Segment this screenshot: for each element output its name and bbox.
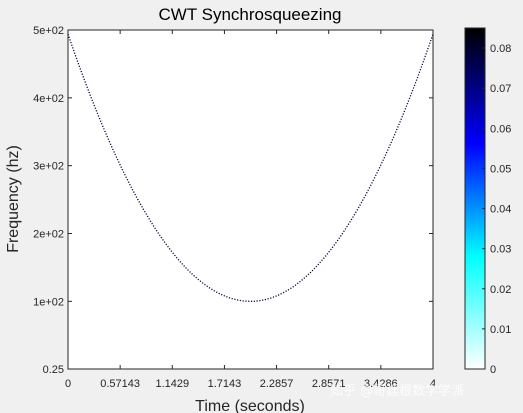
x-tick-label: 3.4286 <box>364 378 398 390</box>
colorbar-tick-label: 0.02 <box>490 284 511 296</box>
y-axis: 0.25 1e+02 2e+02 3e+02 4e+02 5e+02 <box>33 25 433 376</box>
x-tick-label: 0 <box>65 378 71 390</box>
x-tick-label: 1.7143 <box>208 378 242 390</box>
plot-area <box>67 29 434 370</box>
watermark-text: 知乎 @哥廷根数学学派 <box>330 383 464 399</box>
x-axis-label: Time (seconds) <box>195 398 305 413</box>
y-tick-label: 1e+02 <box>33 296 64 308</box>
x-tick-label: 2.8571 <box>312 378 346 390</box>
x-tick-label: 1.1429 <box>155 378 189 390</box>
x-tick-label: 4 <box>430 378 436 390</box>
ridge-curve <box>67 33 434 302</box>
colorbar <box>464 27 486 370</box>
colorbar-tick-label: 0.08 <box>490 43 511 55</box>
colorbar-tick-label: 0 <box>490 364 496 376</box>
y-axis-label: Frequency (hz) <box>5 145 22 253</box>
x-tick-label: 2.2857 <box>260 378 294 390</box>
colorbar-tick-label: 0.06 <box>490 123 511 135</box>
x-axis: 0 0.57143 1.1429 1.7143 2.2857 2.8571 3.4286 4 <box>65 30 436 390</box>
y-tick-label: 5e+02 <box>33 25 64 37</box>
y-tick-label: 3e+02 <box>33 161 64 173</box>
colorbar-tick-label: 0.01 <box>490 324 511 336</box>
ridge-line <box>67 33 434 302</box>
chart-title: CWT Synchrosqueezing <box>159 5 342 24</box>
y-tick-label: 0.25 <box>43 364 64 376</box>
colorbar-tick-label: 0.04 <box>490 204 511 216</box>
colorbar-tick-label: 0.07 <box>490 83 511 95</box>
colorbar-tick-label: 0.05 <box>490 163 511 175</box>
y-tick-label: 4e+02 <box>33 93 64 105</box>
colorbar-tick-label: 0.03 <box>490 244 511 256</box>
y-tick-label: 2e+02 <box>33 229 64 241</box>
x-tick-label: 0.57143 <box>100 378 140 390</box>
colorbar-axis: 0 0.01 0.02 0.03 0.04 0.05 0.06 0.07 0.08 <box>482 43 511 376</box>
